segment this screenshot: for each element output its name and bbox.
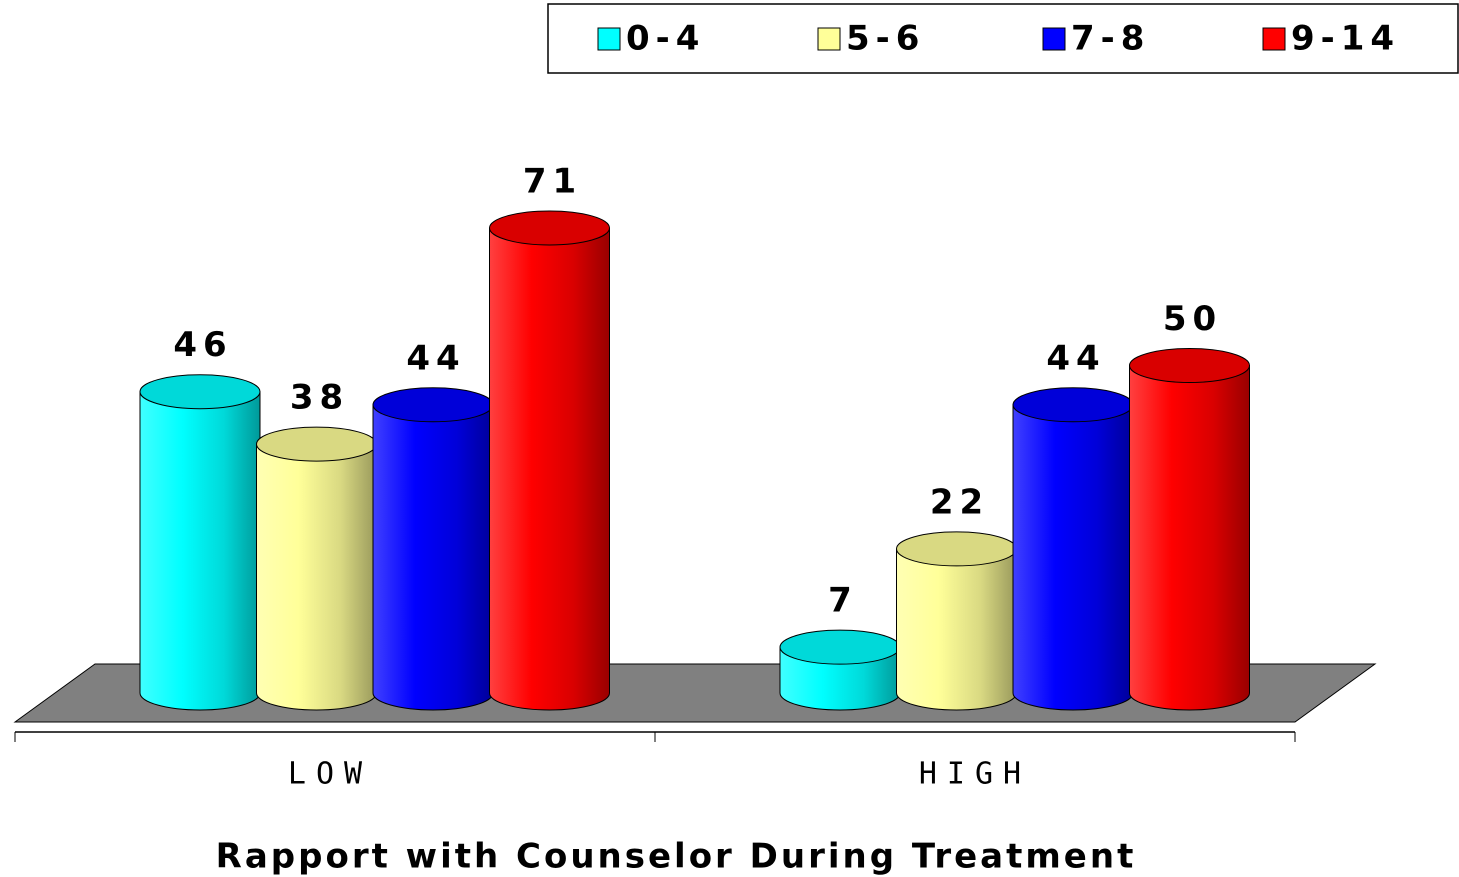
cylinder-top [779, 629, 901, 665]
data-label: 7 [828, 581, 858, 621]
cylinder-body [139, 391, 261, 711]
data-label: 50 [1163, 299, 1222, 339]
data-label: 44 [1046, 338, 1105, 378]
cylinder-top [256, 426, 377, 462]
cylinder [1129, 348, 1250, 711]
cylinder [139, 374, 261, 711]
cylinder-body [372, 404, 494, 711]
legend-swatch [597, 27, 621, 51]
cylinder-body [896, 548, 1017, 711]
cylinder-body [1129, 365, 1250, 711]
cylinder-top [489, 210, 610, 246]
x-tick-label: HIGH [919, 757, 1031, 792]
x-axis-title: Rapport with Counselor During Treatment [216, 837, 1137, 877]
cylinder-body [779, 646, 901, 711]
cylinder-top [139, 374, 261, 410]
cylinder [372, 387, 494, 711]
cylinder [256, 426, 377, 711]
cylinder-top [896, 531, 1017, 567]
cylinder-body [1012, 404, 1134, 711]
legend-swatch [1042, 27, 1066, 51]
legend-label: 0-4 [626, 19, 705, 59]
cylinder-body [256, 443, 377, 711]
legend-swatch [817, 27, 841, 51]
legend-box [547, 3, 1459, 74]
cylinder-top [372, 387, 494, 423]
data-label: 22 [930, 482, 989, 522]
legend-swatch [1262, 27, 1286, 51]
legend-label: 7-8 [1071, 19, 1150, 59]
legend-label: 9-14 [1291, 19, 1400, 59]
x-tick-label: LOW [288, 757, 372, 792]
data-label: 38 [290, 378, 349, 418]
data-label: 44 [406, 338, 465, 378]
cylinder-top [1012, 387, 1134, 423]
cylinder [779, 629, 901, 711]
cylinder-top [1129, 348, 1250, 383]
cylinder [896, 531, 1017, 711]
cylinder [1012, 387, 1134, 711]
cylinder [489, 210, 610, 711]
data-label: 71 [523, 161, 582, 201]
cylinder-body [489, 227, 610, 711]
data-label: 46 [173, 325, 232, 365]
legend-label: 5-6 [846, 19, 925, 59]
